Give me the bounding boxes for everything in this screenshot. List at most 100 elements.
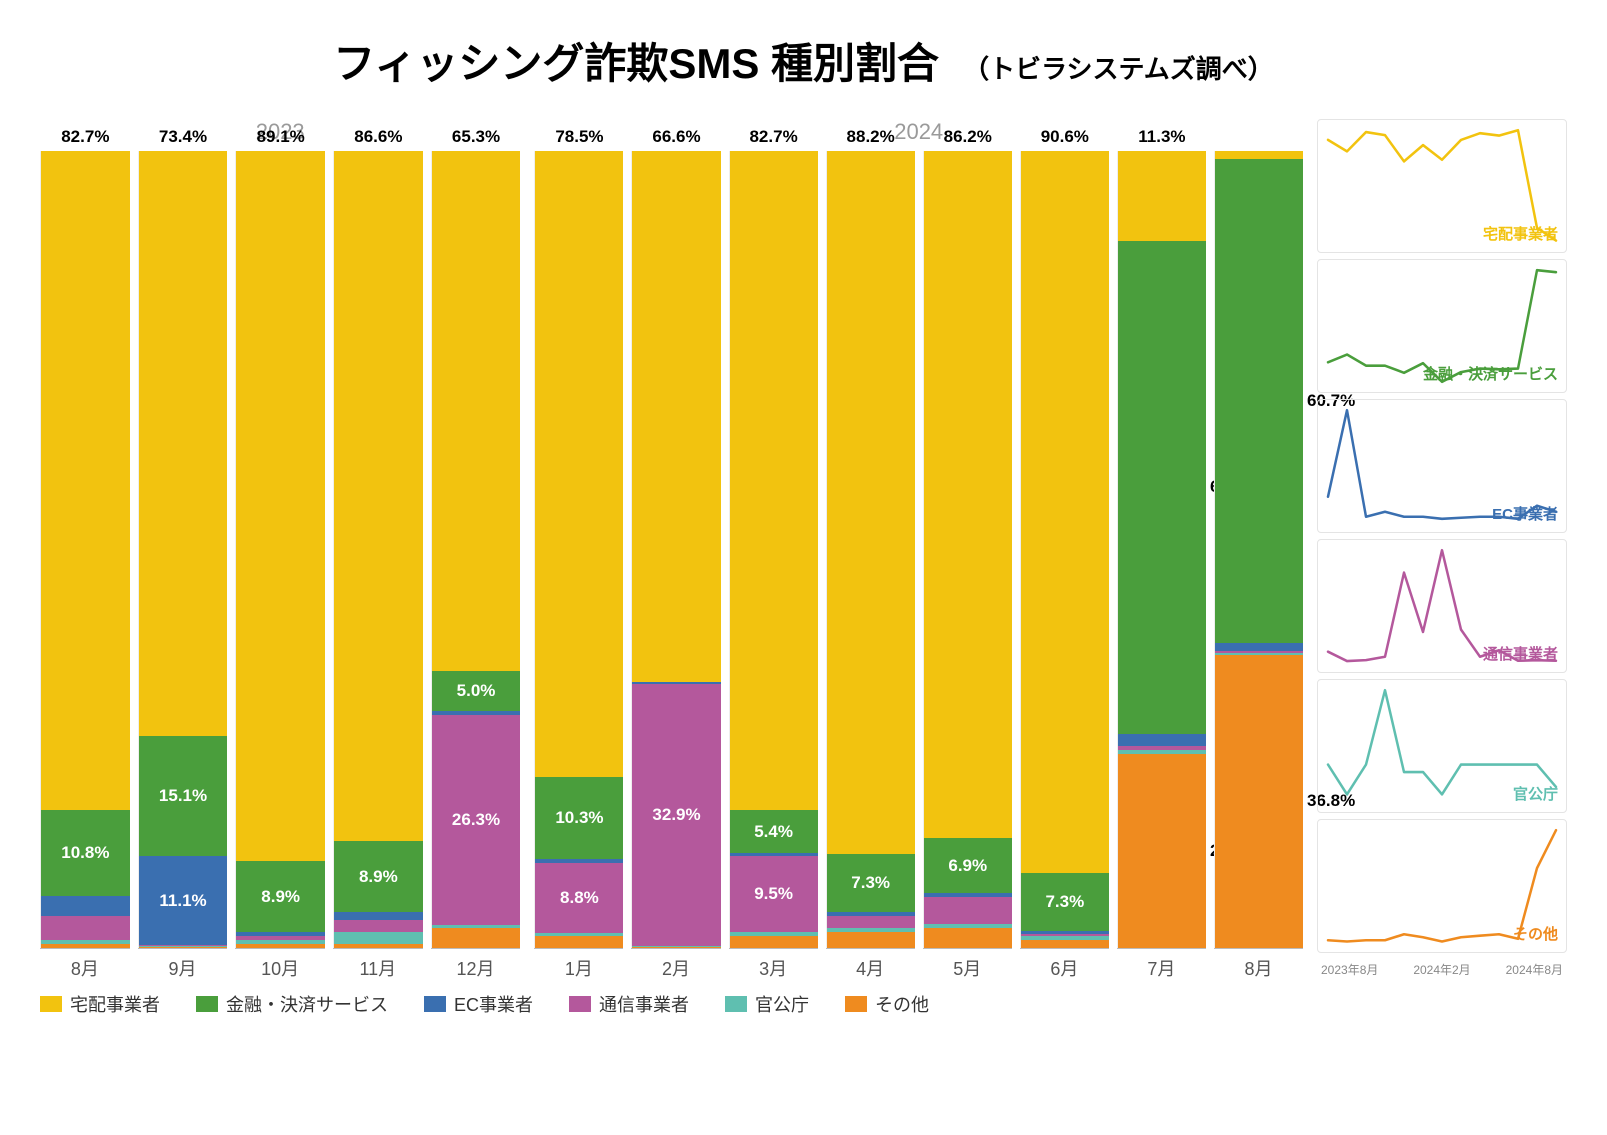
bar-segment-ec (432, 711, 521, 715)
bar-segment-gov (139, 946, 228, 947)
sparkline-axis-label: 2024年8月 (1506, 961, 1563, 978)
bar: 26.3%5.0%65.3% (431, 151, 521, 948)
bar-segment-other (730, 936, 818, 948)
bar-segment-finance: 6.9% (924, 838, 1012, 893)
sparkline-other: その他 (1317, 819, 1567, 953)
bar: 10.8%82.7% (40, 151, 130, 948)
month-label: 2月 (631, 948, 720, 981)
segment-label: 86.6% (354, 127, 402, 147)
bar-segment-telecom (1021, 934, 1109, 936)
bar: 9.5% 5.4%82.7% (729, 151, 818, 948)
bar-segment-ec (1021, 931, 1109, 933)
bar-segment-other: 24.3% (1118, 754, 1206, 948)
bar: 24.3% 61.8%11.3% (1117, 151, 1206, 948)
bar-column: 24.3% 61.8%11.3% 7月 (1117, 151, 1206, 981)
month-label: 10月 (235, 948, 325, 981)
bar-segment-telecom: 9.5% (730, 856, 818, 932)
legend-item-telecom: 通信事業者 (569, 991, 689, 1017)
bar-segment-telecom (139, 945, 228, 947)
sparkline-gov: 官公庁 (1317, 679, 1567, 813)
bar: 8.9% 86.6% (333, 151, 423, 948)
legend-swatch (40, 996, 62, 1012)
legend-item-finance: 金融・決済サービス (196, 991, 388, 1017)
month-label: 9月 (138, 948, 228, 981)
segment-label: 86.2% (944, 127, 992, 147)
bar-segment-finance: 5.0% (432, 671, 521, 711)
bar-segment-other (535, 936, 623, 948)
bar: 8.9%89.1% (235, 151, 325, 948)
bar-column: 9.5% 5.4%82.7% 3月 (729, 151, 818, 981)
segment-label: 78.5% (555, 127, 603, 147)
legend-label: EC事業者 (454, 991, 533, 1017)
bar-segment-other (41, 944, 130, 948)
page-title: フィッシング詐欺SMS 種別割合 (333, 30, 939, 91)
legend-label: 通信事業者 (599, 991, 689, 1017)
segment-label: 82.7% (61, 127, 109, 147)
bar-segment-finance: 60.7% (1215, 159, 1303, 643)
bar-segment-other (924, 928, 1012, 948)
page-subtitle: （トビラシステムズ調べ） (963, 49, 1274, 86)
bar-segment-delivery: 89.1% (236, 151, 325, 861)
bar-segment-finance: 7.3% (827, 854, 915, 912)
bar-segment-other (334, 944, 423, 948)
bar-segment-telecom (236, 936, 325, 940)
bar-segment-delivery: 82.7% (730, 151, 818, 810)
stacked-bar-chart: 2023 2024 10.8%82.7%8月11.1%15.1%73.4%9月8… (40, 119, 1303, 1017)
bar-segment-delivery: 86.6% (334, 151, 423, 841)
bar: 32.9%66.6% (631, 151, 720, 948)
bar-segment-telecom: 26.3% (432, 715, 521, 925)
bar: 7.3% 88.2% (826, 151, 915, 948)
bar-segment-ec (1118, 734, 1206, 747)
bar-segment-finance: 8.9% (236, 861, 325, 932)
legend-item-other: その他 (845, 991, 929, 1017)
bar-segment-ec (41, 896, 130, 916)
bar-segment-ec: 11.1% (139, 856, 228, 944)
bar-segment-finance: 5.4% (730, 810, 818, 853)
month-label: 12月 (431, 948, 521, 981)
segment-label: 11.1% (159, 891, 206, 911)
bar: 7.3%90.6% (1020, 151, 1109, 948)
bar-group-2023: 10.8%82.7%8月11.1%15.1%73.4%9月8.9%89.1%10… (40, 151, 520, 981)
bar-segment-delivery: 73.4% (139, 151, 228, 736)
bar-column: 32.9%66.6%2月 (631, 151, 720, 981)
legend-item-delivery: 宅配事業者 (40, 991, 160, 1017)
bar-segment-telecom (924, 897, 1012, 924)
segment-label: 7.3% (851, 873, 890, 893)
sparkline-label: その他 (1513, 923, 1558, 944)
month-label: 8月 (40, 948, 130, 981)
bar-segment-ec (632, 682, 720, 684)
bar-segment-finance: 61.8% (1118, 241, 1206, 734)
bar-segment-finance: 8.9% (334, 841, 423, 912)
bar-segment-telecom (334, 920, 423, 932)
year-header-2024: 2024 (534, 119, 1303, 145)
bar-column: 7.3%88.2%4月 (826, 151, 915, 981)
bar-segment-delivery: 88.2% (827, 151, 915, 854)
legend-label: 宅配事業者 (70, 991, 160, 1017)
bar-segment-other (236, 944, 325, 948)
bar-segment-finance: 7.3% (1021, 873, 1109, 931)
segment-label: 26.3% (452, 810, 500, 830)
bar-group-2024: 8.8%10.3%78.5%1月32.9%66.6%2月9.5%5.4%82.7… (534, 151, 1303, 981)
bar-segment-ec (827, 912, 915, 916)
segment-label: 73.4% (159, 127, 207, 147)
month-label: 7月 (1117, 948, 1206, 981)
bars-row: 10.8%82.7%8月11.1%15.1%73.4%9月8.9%89.1%10… (40, 151, 1303, 981)
bar-column: 11.1%15.1%73.4%9月 (138, 151, 228, 981)
bar-segment-other (632, 947, 720, 948)
segment-label: 8.9% (359, 867, 398, 887)
segment-label: 9.5% (754, 884, 793, 904)
bar-segment-delivery: 11.3% (1118, 151, 1206, 241)
bar: 36.8%60.7% (1214, 151, 1303, 948)
bar-column: 10.8%82.7%8月 (40, 151, 130, 981)
month-label: 5月 (923, 948, 1012, 981)
content: 2023 2024 10.8%82.7%8月11.1%15.1%73.4%9月8… (40, 119, 1567, 1017)
bar-segment-other (139, 947, 228, 948)
month-label: 3月 (729, 948, 818, 981)
sparkline-axis-label: 2023年8月 (1321, 961, 1378, 978)
sparkline-label: 宅配事業者 (1483, 223, 1558, 244)
bar-segment-finance: 10.3% (535, 777, 623, 859)
bar-segment-gov (827, 928, 915, 932)
segment-label: 10.8% (61, 843, 109, 863)
bar-segment-gov (1021, 936, 1109, 940)
sparkline-label: 官公庁 (1513, 783, 1558, 804)
